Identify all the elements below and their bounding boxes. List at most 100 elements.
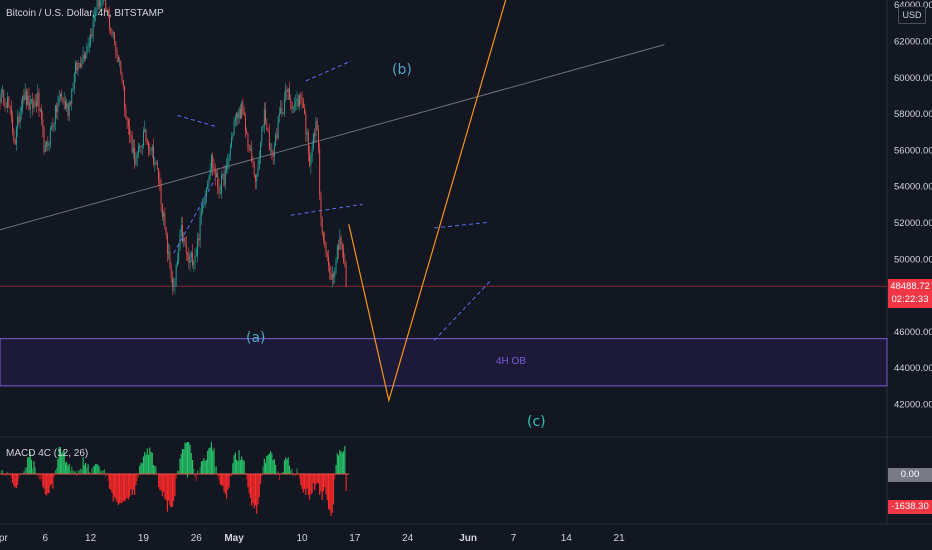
candle-body: [71, 88, 73, 104]
candle-body: [155, 162, 157, 164]
candle-body: [334, 270, 336, 277]
macd-bar: [239, 460, 241, 474]
macd-bar: [13, 474, 15, 486]
macd-bar: [122, 474, 124, 501]
macd-bar: [169, 474, 171, 506]
macd-bar: [193, 468, 195, 474]
macd-bar: [282, 471, 284, 474]
macd-bar: [310, 474, 312, 495]
candle-body: [160, 184, 162, 205]
macd-bar: [139, 465, 141, 474]
macd-bar: [100, 470, 102, 474]
candle-body: [168, 251, 170, 254]
candle-body: [184, 237, 186, 245]
candle-body: [177, 260, 178, 265]
candle-body: [314, 133, 316, 136]
candle-body: [297, 98, 299, 107]
candle-body: [14, 139, 16, 145]
macd-bar: [339, 449, 341, 474]
candle-body: [48, 144, 50, 146]
candle-body: [306, 132, 308, 135]
candle-body: [112, 32, 114, 34]
candle-body: [139, 146, 141, 147]
macd-bar: [39, 474, 41, 481]
candle-body: [197, 238, 199, 256]
candle-body: [247, 134, 249, 149]
candle-body: [163, 213, 165, 217]
macd-bar: [311, 474, 313, 493]
macd-bar: [236, 459, 238, 474]
candle-body: [224, 170, 226, 186]
candle-body: [140, 146, 142, 148]
candle-body: [242, 102, 244, 111]
candle-body: [56, 105, 58, 113]
macd-bar: [92, 466, 94, 474]
candle-body: [161, 204, 163, 217]
macd-bar: [209, 447, 211, 474]
candle-body: [282, 112, 284, 114]
candle-body: [2, 89, 3, 91]
candle-body: [183, 237, 185, 242]
candle-body: [223, 173, 225, 186]
macd-bar: [302, 474, 304, 493]
candle-body: [125, 108, 127, 119]
candle-body: [343, 248, 345, 262]
candle-body: [178, 249, 180, 261]
candle-body: [46, 142, 48, 147]
candle-body: [83, 54, 85, 59]
candle-body: [150, 150, 152, 151]
macd-bar: [234, 452, 236, 474]
candle-body: [13, 130, 15, 140]
macd-bar: [202, 461, 204, 474]
macd-bar: [68, 463, 70, 474]
candle-body: [202, 205, 204, 214]
macd-bar: [207, 450, 209, 474]
candle-body: [121, 74, 123, 81]
macd-bar: [203, 458, 205, 474]
candle-body: [276, 134, 278, 139]
candle-body: [328, 256, 329, 266]
macd-bar: [137, 474, 139, 478]
macd-bar: [141, 463, 143, 474]
candle-body: [257, 168, 259, 176]
macd-bar: [322, 474, 325, 492]
candle-body: [236, 112, 238, 118]
candle-body: [233, 121, 235, 135]
macd-bar: [317, 474, 319, 484]
candle-body: [92, 19, 94, 37]
macd-bar: [184, 442, 186, 474]
macd-bar: [205, 459, 207, 474]
candle-body: [213, 167, 215, 170]
currency-button[interactable]: USD: [898, 6, 926, 24]
macd-bar: [48, 474, 50, 494]
macd-bar: [85, 462, 87, 474]
candle-body: [315, 121, 317, 136]
candle-body: [294, 105, 295, 107]
macd-bar: [113, 474, 116, 498]
candle-body: [192, 253, 194, 266]
macd-bar: [87, 464, 89, 474]
candle-body: [132, 147, 134, 153]
macd-bar: [232, 463, 234, 474]
time-tick-label: 7: [511, 533, 517, 544]
macd-bar: [195, 474, 197, 482]
macd-bar: [78, 470, 80, 474]
macd-bar: [214, 466, 216, 474]
candle-body: [126, 118, 128, 121]
macd-bar: [158, 474, 160, 487]
candle-body: [27, 95, 29, 105]
candle-body: [52, 126, 54, 128]
candle-body: [158, 168, 160, 180]
candle-body: [289, 88, 290, 100]
macd-bar: [327, 474, 330, 510]
candle-body: [156, 162, 158, 169]
candle-body: [310, 156, 312, 166]
macd-bar: [254, 474, 257, 506]
macd-bar: [57, 458, 59, 474]
macd-bar: [93, 465, 95, 474]
candle-body: [193, 261, 195, 266]
macd-bar: [227, 474, 229, 490]
candle-body: [63, 101, 65, 103]
macd-bar: [186, 442, 189, 478]
